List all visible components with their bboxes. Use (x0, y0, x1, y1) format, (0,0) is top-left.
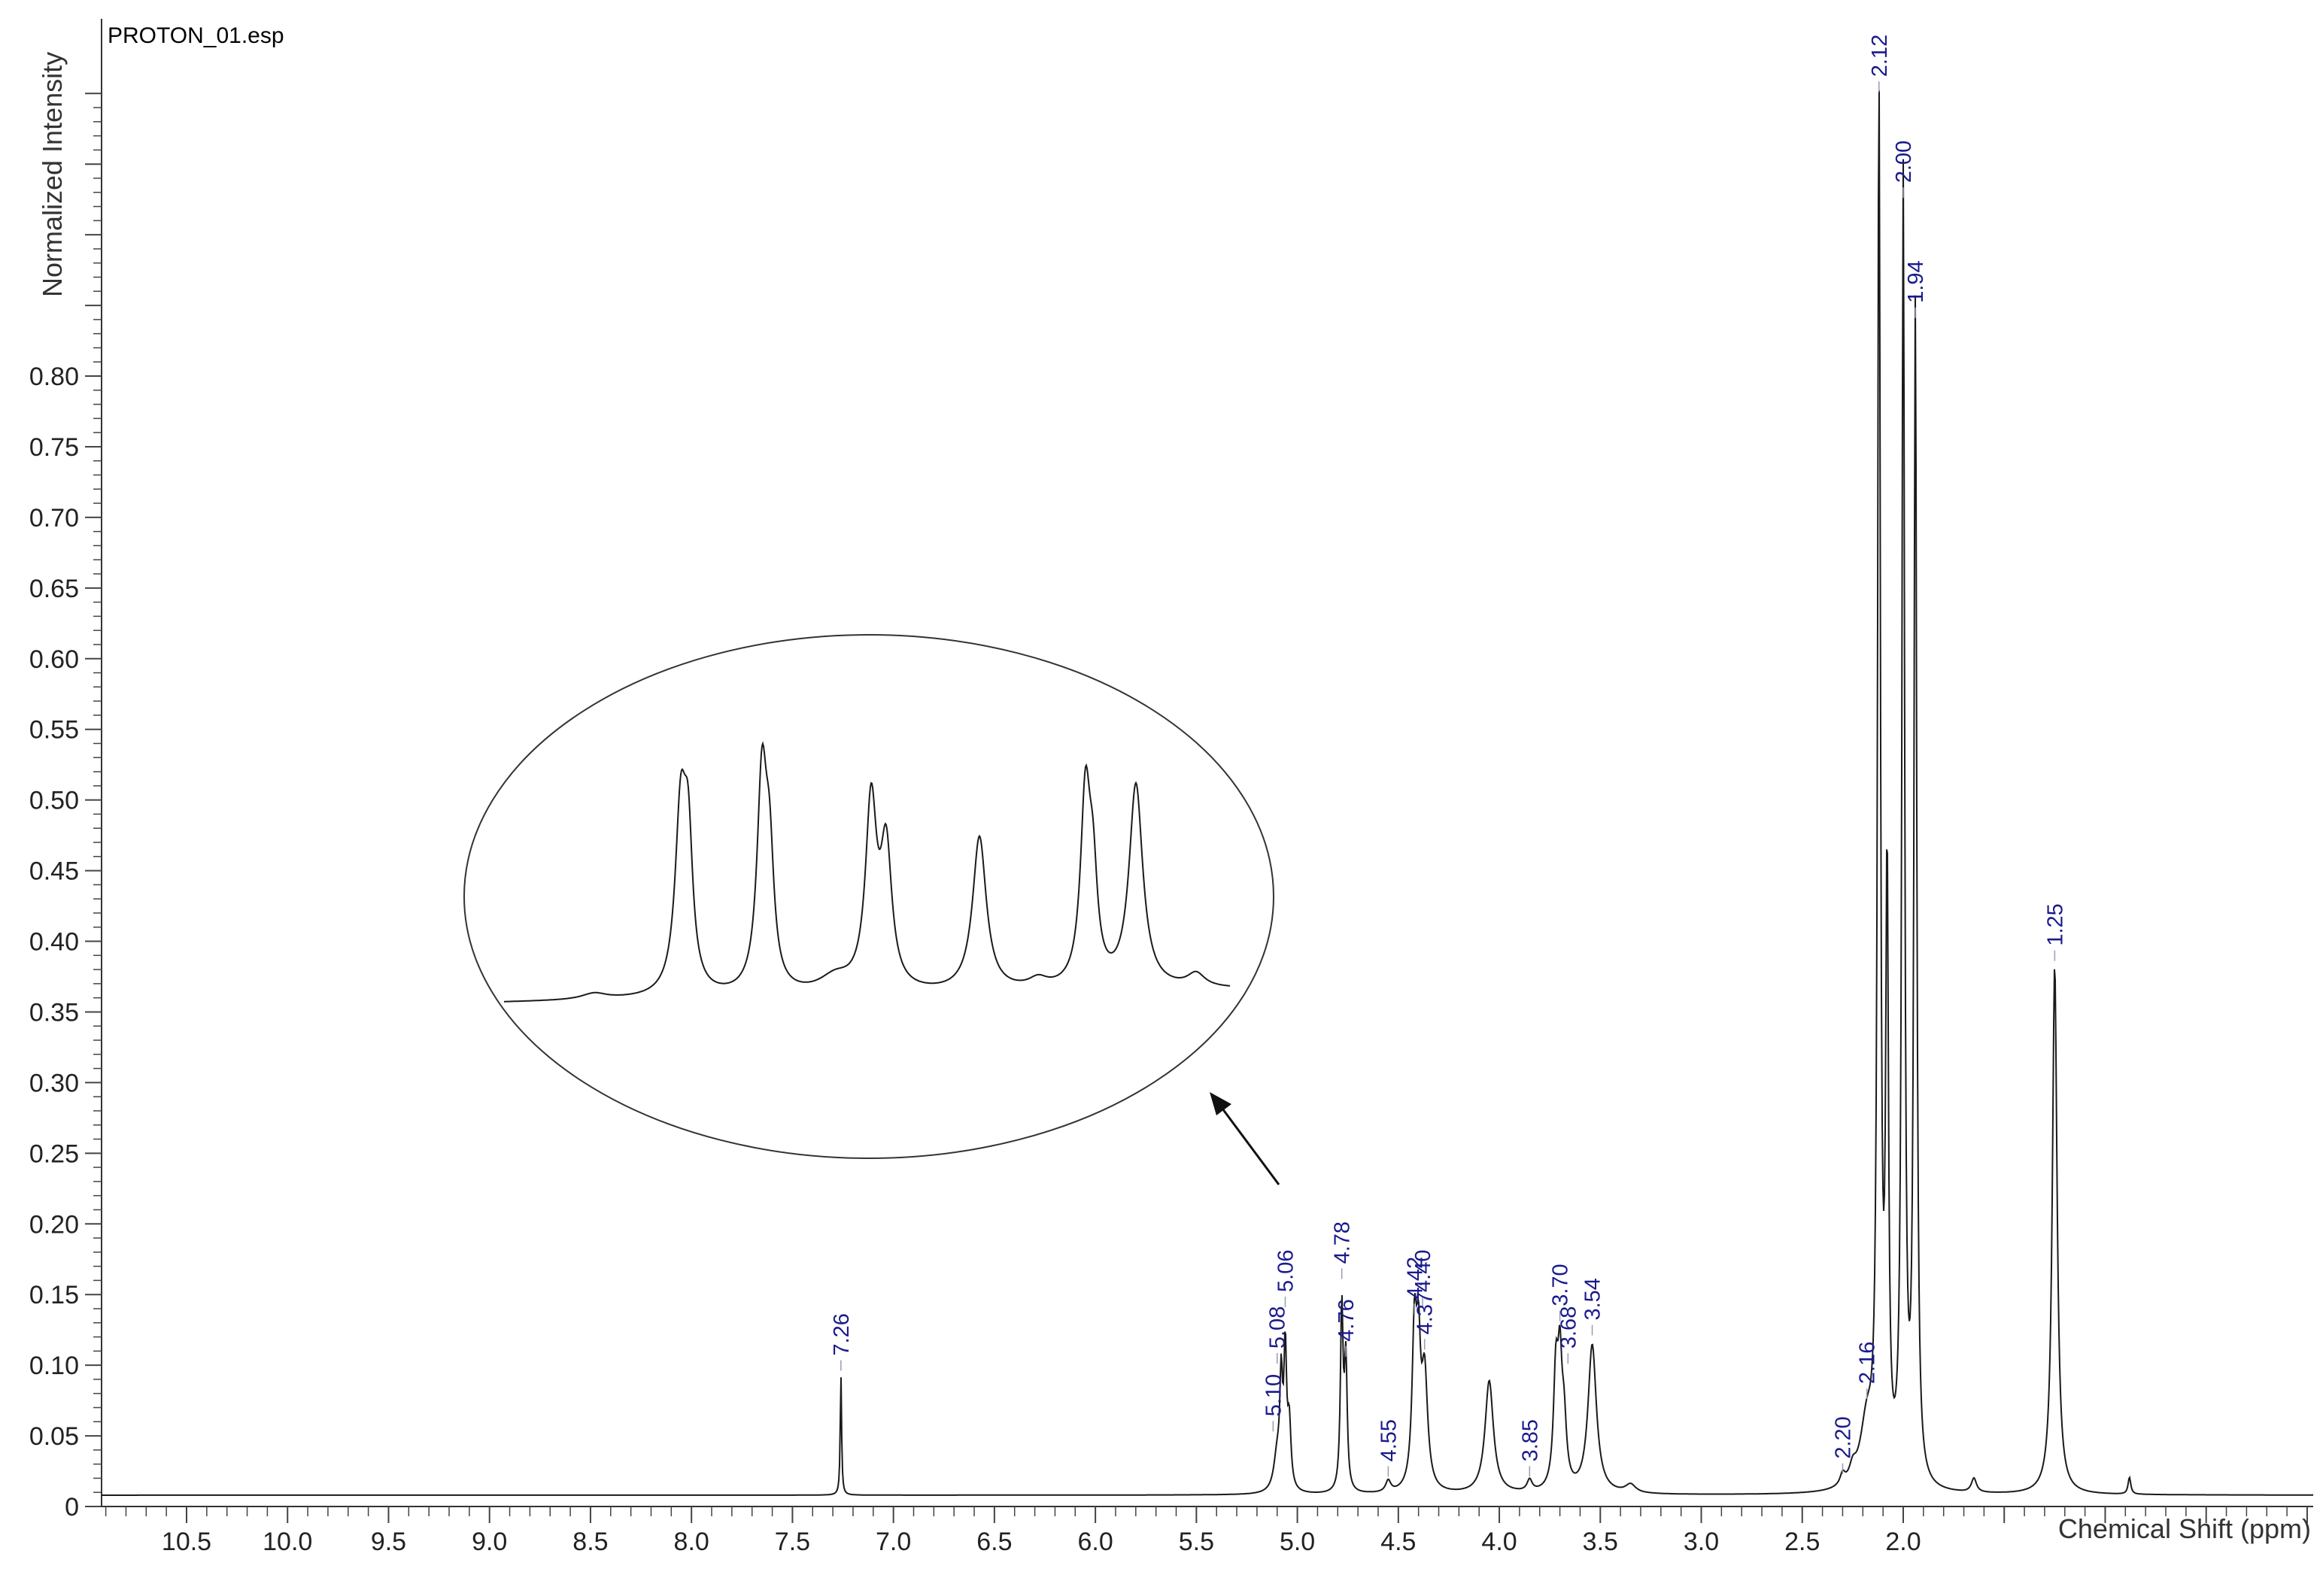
peak-label: 1.94 (1904, 260, 1928, 302)
y-tick-label: 0.50 (29, 787, 79, 815)
y-tick-label: 0.70 (29, 504, 79, 533)
x-tick-label: 2.5 (1784, 1528, 1820, 1556)
peak-labels: 7.26 5.10 5.08 5.06 4.78 4.76 4.55 4.424.404.37… (830, 35, 2067, 1477)
y-tick-label: 0.05 (29, 1422, 79, 1451)
peak-label: 4.78 (1331, 1221, 1355, 1264)
x-tick-label: 3.0 (1684, 1528, 1719, 1556)
spectrum-trace (102, 90, 2313, 1496)
peak-label: 5.08 (1266, 1306, 1290, 1349)
peak-label: 2.16 (1856, 1342, 1880, 1384)
peak-label: 4.55 (1377, 1419, 1401, 1461)
peak-label: 4.76 (1335, 1299, 1359, 1341)
x-tick-label: 8.5 (572, 1528, 608, 1556)
x-tick-label: 10.5 (162, 1528, 211, 1556)
x-tick-label: 6.0 (1077, 1528, 1113, 1556)
x-axis-ticks: 10.5 10.0 9.5 9.0 8.5 8.0 7.5 7.0 6.5 6.0 5.5 5.0 4.… (105, 1506, 2308, 1556)
peak-label: 1.25 (2043, 903, 2067, 945)
peak-label: 3.70 (1549, 1264, 1573, 1306)
peak-label: 3.85 (1518, 1419, 1542, 1461)
y-tick-label: 0.15 (29, 1281, 79, 1309)
y-tick-label: 0.55 (29, 716, 79, 745)
y-axis-title: Normalized Intensity (37, 52, 68, 297)
y-tick-label: 0.80 (29, 363, 79, 391)
x-tick-label: 5.5 (1179, 1528, 1214, 1556)
zoom-inset-trace (504, 741, 1231, 1003)
x-tick-label: 2.0 (1885, 1528, 1921, 1556)
x-tick-label: 9.5 (371, 1528, 406, 1556)
y-tick-label: 0.35 (29, 998, 79, 1027)
y-tick-label: 0.10 (29, 1352, 79, 1380)
x-tick-label: 8.0 (674, 1528, 709, 1556)
peak-label: 4.37 (1414, 1292, 1438, 1334)
x-tick-label: 10.0 (263, 1528, 312, 1556)
zoom-arrow-line (1219, 1105, 1280, 1185)
x-tick-label: 9.0 (472, 1528, 507, 1556)
peak-label: 4.42 (1403, 1257, 1427, 1299)
x-tick-label: 6.5 (976, 1528, 1012, 1556)
x-tick-label: 5.0 (1280, 1528, 1315, 1556)
x-tick-label: 7.5 (775, 1528, 810, 1556)
y-axis-ticks: 0 0.05 0.10 0.15 0.20 0.25 0.30 0.35 0.40 0.45 0.5… (29, 93, 102, 1522)
peak-label: 2.00 (1892, 141, 1916, 183)
y-tick-label: 0.20 (29, 1210, 79, 1239)
peak-label: 3.54 (1581, 1278, 1605, 1320)
y-tick-label: 0 (65, 1493, 79, 1522)
x-tick-label: 3.5 (1583, 1528, 1618, 1556)
peak-label: 5.06 (1274, 1250, 1298, 1292)
peak-label: 4.40 (1411, 1250, 1435, 1292)
zoom-arrow-head (1210, 1092, 1231, 1115)
y-tick-label: 0.65 (29, 575, 79, 603)
x-tick-label: 4.5 (1380, 1528, 1416, 1556)
peak-label: 2.20 (1831, 1416, 1855, 1458)
y-tick-label: 0.25 (29, 1139, 79, 1168)
peak-label: 2.12 (1868, 35, 1892, 77)
y-tick-label: 0.45 (29, 857, 79, 886)
zoom-inset-ellipse (463, 634, 1274, 1159)
peak-label: 3.68 (1556, 1306, 1581, 1349)
y-tick-label: 0.40 (29, 928, 79, 957)
peak-label: 7.26 (830, 1313, 854, 1355)
x-axis-title: Chemical Shift (ppm) (2058, 1513, 2311, 1544)
y-tick-label: 0.30 (29, 1069, 79, 1097)
x-tick-label: 4.0 (1481, 1528, 1517, 1556)
y-tick-label: 0.75 (29, 433, 79, 462)
x-tick-label: 7.0 (876, 1528, 911, 1556)
peak-label: 5.10 (1262, 1374, 1286, 1416)
y-tick-label: 0.60 (29, 645, 79, 674)
file-label: PROTON_01.esp (108, 23, 284, 48)
